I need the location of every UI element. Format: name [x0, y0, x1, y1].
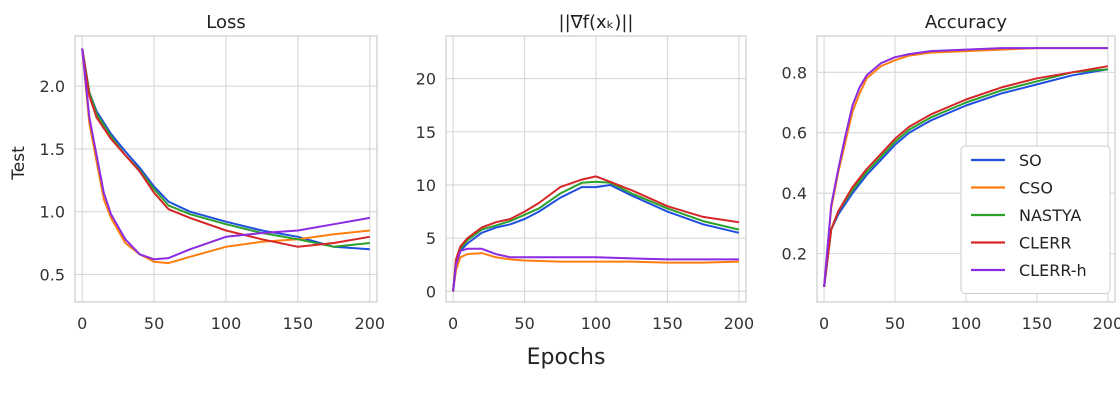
series-line-clerr-h	[823, 47, 1108, 287]
series-line-cso	[81, 48, 370, 265]
x-tick-label: 0	[819, 314, 829, 333]
y-axis-label: Test	[9, 146, 29, 181]
y-tick-label: 20	[416, 70, 436, 89]
y-tick-label: 2.0	[40, 77, 65, 96]
legend-entry-so: SO	[1019, 151, 1042, 170]
y-tick-label: 0.6	[782, 124, 807, 143]
y-tick-label: 0.5	[40, 265, 65, 284]
series-lines	[823, 47, 1109, 288]
series-line-clerr	[452, 175, 740, 292]
x-tick-label: 0	[448, 314, 458, 333]
y-tick-label: 5	[426, 229, 436, 248]
series-line-clerr	[823, 65, 1109, 288]
series-line-so	[823, 68, 1109, 288]
y-tick-label: 1.5	[40, 140, 65, 159]
panel-title: ||∇f(xₖ)||	[559, 12, 634, 33]
y-tick-label: 15	[416, 123, 436, 142]
y-tick-label: 0	[426, 282, 436, 301]
x-tick-label: 100	[581, 314, 612, 333]
y-tick-label: 0.8	[782, 63, 807, 82]
legend-entry-nastya: NASTYA	[1019, 206, 1081, 225]
series-line-clerr-h	[81, 48, 370, 261]
x-tick-label: 50	[885, 314, 905, 333]
panel-1: 0 50 100 150 200 0.5 1.0 1.5 2.0 Loss	[40, 12, 386, 333]
y-tick-label: 1.0	[40, 203, 65, 222]
series-lines	[452, 175, 740, 292]
plot-frame	[74, 35, 378, 303]
legend-entry-cso: CSO	[1019, 179, 1053, 198]
legend-entry-clerr-h: CLERR-h	[1019, 261, 1087, 280]
x-tick-label: 100	[211, 314, 242, 333]
y-tick-label: 0.4	[782, 184, 807, 203]
x-axis-label: Epochs	[527, 345, 606, 370]
x-tick-label: 150	[283, 314, 314, 333]
series-line-so	[452, 184, 740, 292]
x-tick-label: 150	[1022, 314, 1053, 333]
x-tick-label: 200	[724, 314, 755, 333]
x-tick-label: 0	[77, 314, 87, 333]
series-lines	[81, 48, 370, 265]
panel-2: 0 50 100 150 200 0 5 10 15 20 ||∇f(xₖ)||	[416, 12, 754, 333]
plot-frame	[816, 35, 1116, 303]
x-tick-label: 150	[652, 314, 683, 333]
legend-entry-clerr: CLERR	[1019, 234, 1071, 253]
panel-title: Loss	[206, 12, 245, 33]
y-tick-label: 10	[416, 176, 436, 195]
x-tick-label: 200	[1093, 314, 1120, 333]
series-line-nastya	[81, 48, 370, 248]
series-line-clerr	[81, 48, 370, 248]
x-tick-label: 100	[951, 314, 982, 333]
legend-box	[960, 145, 1111, 294]
y-tick-label: 0.2	[782, 245, 807, 264]
series-line-nastya	[452, 180, 740, 292]
series-line-so	[81, 48, 370, 251]
x-tick-label: 50	[144, 314, 164, 333]
panel-title: Accuracy	[925, 12, 1008, 33]
x-tick-label: 200	[355, 314, 386, 333]
legend: SO CSO NASTYA CLERR CLERR-h	[960, 145, 1111, 294]
gridlines	[75, 36, 377, 302]
x-tick-label: 50	[514, 314, 534, 333]
plot-frame	[445, 35, 747, 303]
series-line-cso	[452, 252, 739, 292]
series-line-clerr-h	[452, 247, 739, 292]
